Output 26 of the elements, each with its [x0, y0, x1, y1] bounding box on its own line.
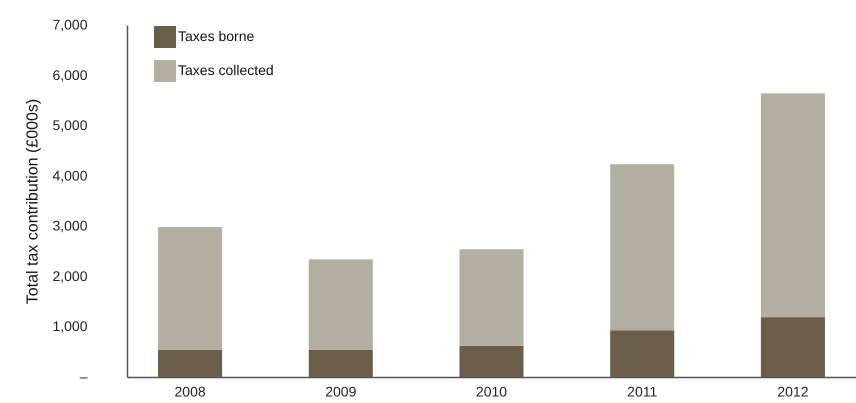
- x-tick-label: 2008: [174, 384, 206, 400]
- y-tick-label: 4,000: [52, 167, 88, 184]
- y-tick-label: 6,000: [52, 66, 88, 83]
- y-tick-label: 2,000: [52, 268, 88, 284]
- x-tick-label: 2011: [627, 384, 658, 400]
- y-tick-label: 1,000: [52, 318, 88, 334]
- bar: [308, 350, 373, 377]
- y-tick-label: –: [80, 368, 88, 384]
- x-tick-label: 2010: [476, 384, 508, 400]
- bar: [760, 317, 825, 377]
- bar: [308, 259, 373, 350]
- legend-label: Taxes collected: [178, 62, 274, 78]
- bar: [610, 164, 674, 330]
- bar: [610, 330, 674, 377]
- bar: [760, 93, 825, 318]
- y-tick-label: 3,000: [52, 218, 88, 234]
- legend-label: Taxes borne: [178, 28, 254, 44]
- bar: [158, 227, 222, 350]
- bar: [459, 249, 524, 346]
- y-axis-title: Total tax contribution (£000s): [24, 98, 42, 304]
- y-tick-label: 7,000: [52, 16, 88, 32]
- x-tick-label: 2009: [325, 384, 357, 400]
- bar: [158, 350, 222, 377]
- x-tick-label: 2012: [777, 384, 809, 400]
- y-tick-label: 5,000: [52, 117, 88, 134]
- bar: [459, 346, 524, 377]
